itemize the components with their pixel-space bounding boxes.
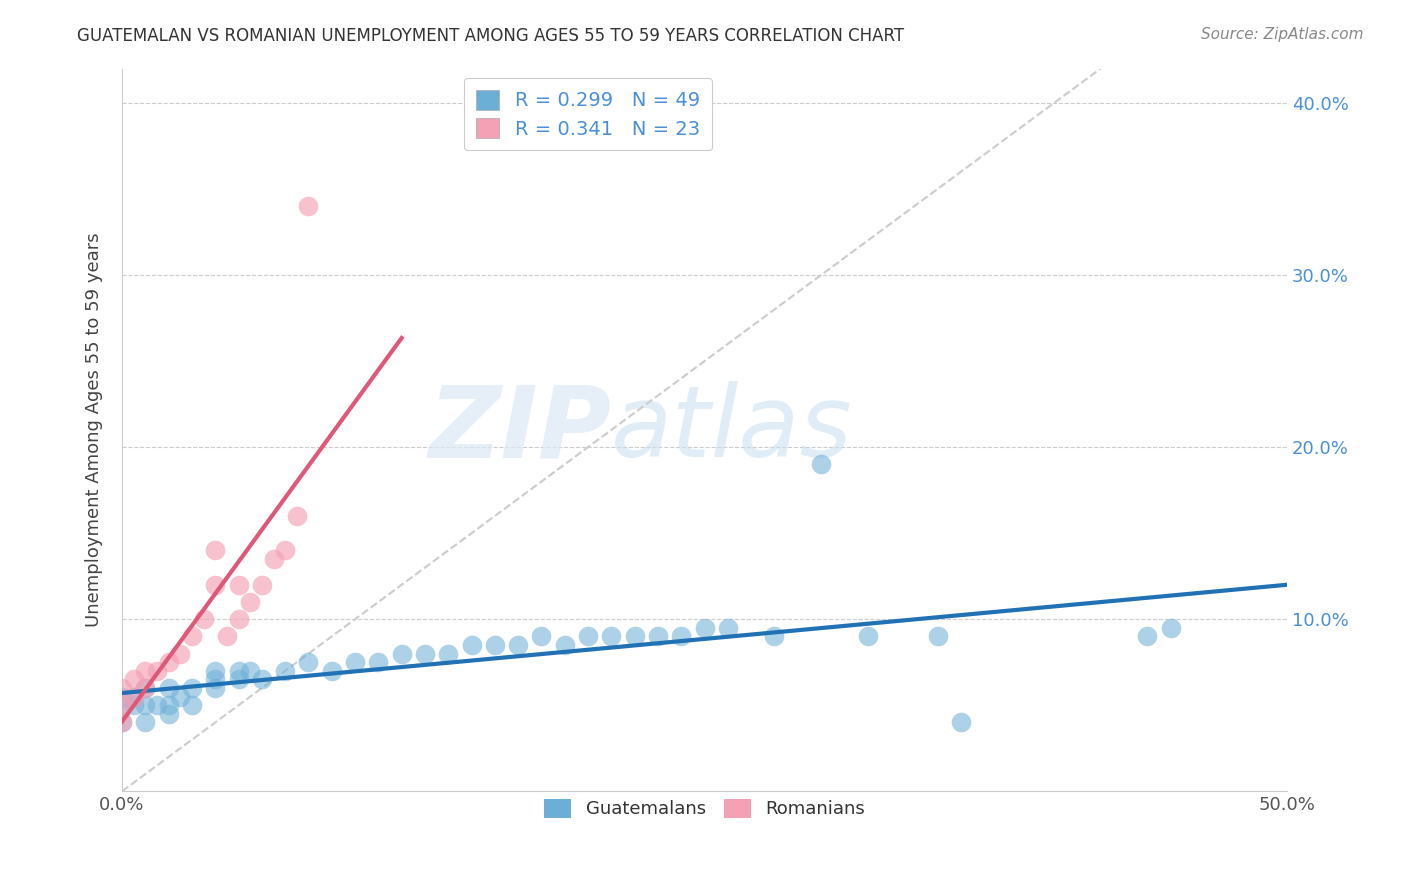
Point <box>111 698 134 713</box>
Point <box>274 543 297 558</box>
Point <box>146 664 169 678</box>
Point <box>111 715 134 730</box>
Point <box>250 578 273 592</box>
Point <box>285 508 308 523</box>
Point <box>169 690 191 704</box>
Point <box>204 543 226 558</box>
Point <box>134 681 156 695</box>
Text: ZIP: ZIP <box>429 382 612 478</box>
Point <box>169 647 191 661</box>
Point <box>856 629 879 643</box>
Point <box>239 595 262 609</box>
Text: atlas: atlas <box>612 382 853 478</box>
Point <box>228 578 250 592</box>
Point <box>157 655 180 669</box>
Point <box>623 629 645 643</box>
Point <box>530 629 553 643</box>
Point <box>717 621 740 635</box>
Point <box>122 690 145 704</box>
Point <box>157 681 180 695</box>
Point <box>228 612 250 626</box>
Point <box>239 664 262 678</box>
Point <box>111 690 134 704</box>
Point <box>181 681 204 695</box>
Point <box>391 647 413 661</box>
Point <box>134 681 156 695</box>
Point <box>111 698 134 713</box>
Point <box>134 715 156 730</box>
Point <box>228 664 250 678</box>
Point <box>111 681 134 695</box>
Point <box>600 629 623 643</box>
Point <box>181 629 204 643</box>
Point <box>576 629 599 643</box>
Point <box>344 655 367 669</box>
Point <box>508 638 530 652</box>
Point <box>554 638 576 652</box>
Point <box>1136 629 1159 643</box>
Point <box>181 698 204 713</box>
Point <box>228 673 250 687</box>
Point <box>157 706 180 721</box>
Point <box>437 647 460 661</box>
Point <box>122 698 145 713</box>
Point <box>949 715 972 730</box>
Point <box>204 578 226 592</box>
Point <box>763 629 786 643</box>
Point <box>810 458 832 472</box>
Point <box>927 629 949 643</box>
Point <box>111 715 134 730</box>
Text: GUATEMALAN VS ROMANIAN UNEMPLOYMENT AMONG AGES 55 TO 59 YEARS CORRELATION CHART: GUATEMALAN VS ROMANIAN UNEMPLOYMENT AMON… <box>77 27 904 45</box>
Point <box>1160 621 1182 635</box>
Point <box>297 199 319 213</box>
Point <box>122 690 145 704</box>
Point <box>263 552 285 566</box>
Point <box>134 698 156 713</box>
Point <box>204 664 226 678</box>
Y-axis label: Unemployment Among Ages 55 to 59 years: Unemployment Among Ages 55 to 59 years <box>86 233 103 627</box>
Point <box>413 647 436 661</box>
Point <box>671 629 693 643</box>
Point <box>193 612 215 626</box>
Point <box>647 629 669 643</box>
Point <box>204 681 226 695</box>
Point <box>250 673 273 687</box>
Text: Source: ZipAtlas.com: Source: ZipAtlas.com <box>1201 27 1364 42</box>
Point <box>297 655 319 669</box>
Legend: Guatemalans, Romanians: Guatemalans, Romanians <box>537 792 872 826</box>
Point <box>157 698 180 713</box>
Point <box>146 698 169 713</box>
Point <box>367 655 389 669</box>
Point <box>321 664 343 678</box>
Point <box>122 673 145 687</box>
Point <box>460 638 482 652</box>
Point <box>274 664 297 678</box>
Point <box>134 664 156 678</box>
Point <box>484 638 506 652</box>
Point <box>215 629 238 643</box>
Point <box>204 673 226 687</box>
Point <box>693 621 716 635</box>
